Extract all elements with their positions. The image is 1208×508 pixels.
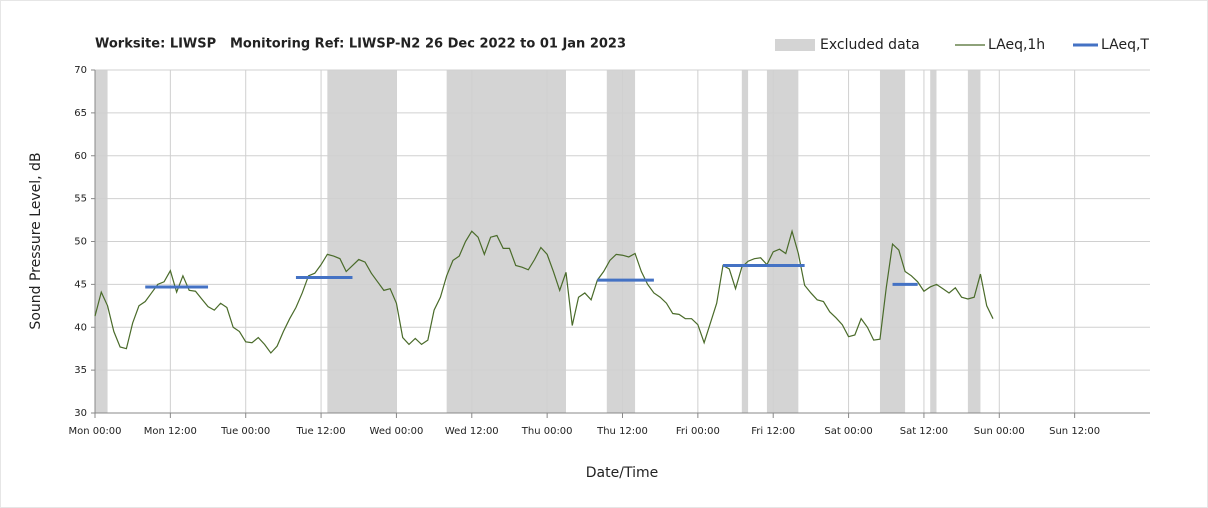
title-dates: 26 Dec 2022 to 01 Jan 2023 [425, 37, 626, 52]
x-tick-label: Mon 00:00 [68, 426, 121, 437]
y-tick-label: 65 [74, 108, 87, 119]
x-tick-label: Wed 12:00 [445, 426, 499, 437]
x-tick-label: Sun 12:00 [1049, 426, 1100, 437]
y-tick-label: 40 [74, 322, 87, 333]
x-tick-label: Fri 00:00 [676, 426, 720, 437]
x-tick-label: Tue 00:00 [220, 426, 270, 437]
title-worksite: Worksite: LIWSP [95, 37, 216, 52]
y-axis-label: Sound Pressure Level, dB [28, 152, 44, 329]
x-tick-label: Tue 12:00 [296, 426, 346, 437]
legend-label: LAeq,T [1101, 37, 1149, 53]
x-tick-label: Sat 00:00 [824, 426, 872, 437]
legend-label: LAeq,1h [988, 37, 1045, 53]
legend-swatch [775, 39, 815, 51]
y-tick-label: 50 [74, 237, 87, 248]
y-tick-label: 35 [74, 365, 87, 376]
x-axis-label: Date/Time [586, 465, 658, 481]
x-tick-label: Sat 12:00 [900, 426, 948, 437]
x-tick-label: Wed 00:00 [370, 426, 424, 437]
x-tick-label: Fri 12:00 [751, 426, 795, 437]
legend-label: Excluded data [820, 37, 920, 53]
y-tick-label: 30 [74, 408, 87, 419]
y-tick-label: 70 [74, 65, 87, 76]
x-tick-label: Sun 00:00 [974, 426, 1025, 437]
data-line [94, 228, 994, 354]
x-tick-label: Mon 12:00 [144, 426, 197, 437]
x-tick-label: Thu 00:00 [521, 426, 573, 437]
y-tick-label: 45 [74, 279, 87, 290]
title-ref: Monitoring Ref: LIWSP-N2 [230, 37, 420, 52]
y-tick-label: 55 [74, 194, 87, 205]
y-tick-label: 60 [74, 151, 87, 162]
x-tick-label: Thu 12:00 [596, 426, 648, 437]
